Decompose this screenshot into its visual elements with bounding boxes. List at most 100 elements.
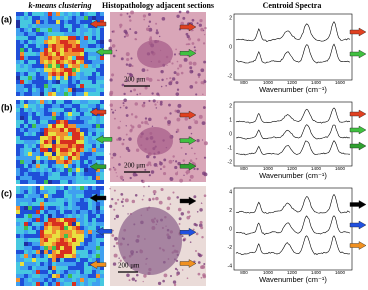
cell-nucleus: [135, 148, 140, 152]
cluster-pixel: [32, 222, 36, 226]
cell-nucleus: [139, 92, 142, 95]
cluster-pixel: [76, 112, 80, 116]
cluster-pixel: [64, 270, 68, 274]
cluster-pixel: [76, 140, 80, 144]
cell-nucleus: [199, 220, 203, 224]
cluster-pixel: [36, 176, 40, 180]
cell-nucleus: [119, 26, 122, 29]
cluster-pixel: [80, 100, 84, 104]
arrow: [89, 193, 107, 203]
cluster-pixel: [92, 120, 96, 124]
cluster-pixel: [20, 230, 24, 234]
cluster-pixel: [40, 20, 44, 24]
cluster-pixel: [60, 92, 64, 96]
cluster-pixel: [92, 180, 96, 184]
cluster-pixel: [32, 16, 36, 20]
cluster-pixel: [44, 120, 48, 124]
cluster-pixel: [56, 28, 60, 32]
x-tick-label: 1000: [263, 80, 274, 85]
cell-nucleus: [182, 159, 185, 162]
cluster-pixel: [52, 198, 56, 202]
cluster-pixel: [84, 88, 88, 92]
cluster-pixel: [76, 270, 80, 274]
cluster-pixel: [68, 210, 72, 214]
cell-nucleus: [202, 42, 206, 45]
cluster-pixel: [20, 124, 24, 128]
cluster-pixel: [40, 32, 44, 36]
cluster-pixel: [32, 258, 36, 262]
cluster-pixel: [60, 76, 64, 80]
cell-nucleus: [128, 137, 132, 141]
cell-nucleus: [164, 116, 168, 120]
cell-nucleus: [125, 52, 130, 57]
cluster-pixel: [64, 76, 68, 80]
cluster-pixel: [96, 206, 100, 210]
cluster-pixel: [84, 104, 88, 108]
cluster-pixel: [64, 52, 68, 56]
cluster-pixel: [36, 180, 40, 184]
cluster-pixel: [68, 160, 72, 164]
cluster-pixel: [76, 242, 80, 246]
cluster-pixel: [84, 194, 88, 198]
cluster-pixel: [36, 44, 40, 48]
cluster-pixel: [48, 262, 52, 266]
cluster-pixel: [36, 230, 40, 234]
cluster-pixel: [52, 214, 56, 218]
spectrum-line: [235, 235, 351, 255]
cluster-pixel: [68, 124, 72, 128]
cluster-pixel: [32, 128, 36, 132]
cluster-pixel: [68, 194, 72, 198]
cluster-pixel: [56, 76, 60, 80]
cluster-pixel: [64, 88, 68, 92]
cell-nucleus: [148, 77, 153, 82]
cluster-pixel: [76, 278, 80, 282]
cluster-pixel: [44, 72, 48, 76]
cluster-pixel: [20, 194, 24, 198]
cluster-pixel: [48, 270, 52, 274]
cell-nucleus: [191, 147, 193, 149]
cluster-pixel: [20, 76, 24, 80]
cluster-pixel: [36, 238, 40, 242]
cell-nucleus: [200, 226, 204, 230]
cluster-pixel: [64, 16, 68, 20]
cluster-pixel: [88, 64, 92, 68]
cluster-pixel: [76, 180, 80, 184]
cluster-pixel: [24, 44, 28, 48]
cluster-pixel: [92, 160, 96, 164]
spectrum-line: [235, 215, 351, 236]
cluster-pixel: [52, 250, 56, 254]
cluster-pixel: [52, 68, 56, 72]
cluster-pixel: [72, 40, 76, 44]
x-tick-label: 800: [240, 80, 248, 85]
cluster-pixel: [16, 250, 20, 254]
cluster-pixel: [56, 254, 60, 258]
cluster-pixel: [16, 56, 20, 60]
cluster-pixel: [64, 28, 68, 32]
cluster-pixel: [96, 238, 100, 242]
cluster-pixel: [100, 254, 104, 258]
cell-nucleus: [171, 62, 174, 65]
cluster-pixel: [40, 242, 44, 246]
cluster-pixel: [56, 242, 60, 246]
cell-nucleus: [175, 48, 177, 51]
cluster-pixel: [100, 278, 104, 282]
arrow: [179, 110, 197, 120]
y-tick-label: 2: [229, 15, 232, 21]
cluster-pixel: [100, 152, 104, 156]
cluster-pixel: [84, 282, 88, 286]
cluster-pixel: [16, 128, 20, 132]
cluster-pixel: [96, 274, 100, 278]
cluster-pixel: [72, 20, 76, 24]
cluster-pixel: [52, 28, 56, 32]
cluster-pixel: [72, 56, 76, 60]
cluster-pixel: [20, 128, 24, 132]
cell-nucleus: [178, 223, 181, 225]
cluster-pixel: [44, 152, 48, 156]
cluster-pixel: [68, 36, 72, 40]
cluster-pixel: [36, 16, 40, 20]
cluster-pixel: [72, 222, 76, 226]
cluster-pixel: [100, 104, 104, 108]
cluster-pixel: [52, 270, 56, 274]
cluster-pixel: [76, 128, 80, 132]
cluster-pixel: [40, 164, 44, 168]
